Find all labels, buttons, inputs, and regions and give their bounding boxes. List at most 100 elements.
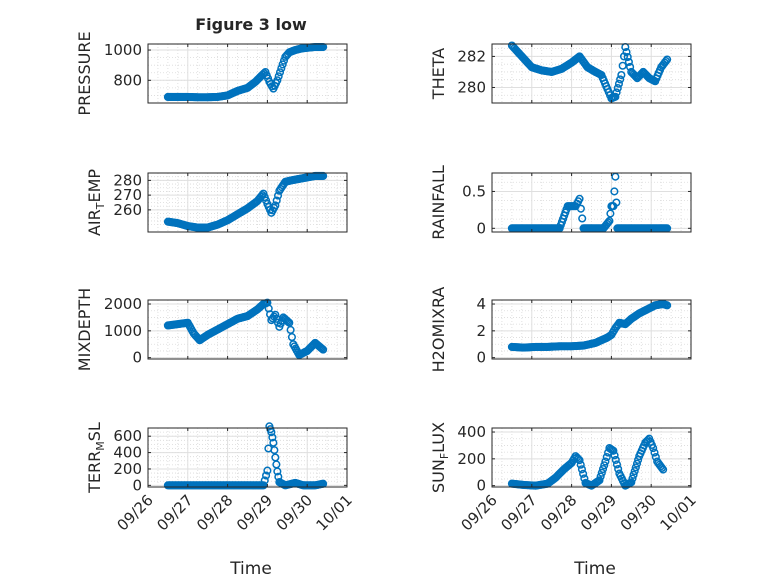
- data-series: [507, 299, 672, 352]
- data-point: [576, 204, 585, 213]
- data-point: [630, 467, 639, 476]
- data-point: [272, 196, 281, 205]
- data-point: [596, 472, 605, 481]
- y-axis-label: MIXDEPTH: [75, 288, 94, 371]
- y-axis-label: AIRTEMP: [85, 169, 107, 236]
- data-point: [613, 84, 622, 93]
- data-point: [597, 468, 606, 477]
- data-point: [575, 456, 584, 465]
- data-point: [663, 301, 672, 310]
- data-point: [578, 214, 587, 223]
- y-axis-label: THETA: [429, 48, 448, 100]
- subplot-rainfall: 0 0.5 RAINFALL: [429, 165, 692, 240]
- y-tick-label: 0: [132, 349, 142, 367]
- axes-background: [492, 428, 691, 487]
- data-point: [275, 68, 285, 77]
- y-tick-label: 280: [457, 78, 486, 96]
- data-point: [277, 64, 286, 73]
- y-tick-label: 2: [476, 322, 486, 340]
- y-tick-label: 0.5: [462, 182, 486, 200]
- data-point: [598, 464, 608, 474]
- data-point: [649, 444, 658, 453]
- data-series: [163, 298, 328, 360]
- data-point: [287, 333, 296, 342]
- data-point: [268, 433, 277, 442]
- y-tick-label: 0: [476, 219, 486, 237]
- data-point: [269, 438, 278, 447]
- data-point: [612, 198, 621, 207]
- data-point: [627, 478, 636, 487]
- y-axis-label: TERRMSL: [85, 422, 107, 494]
- data-series: [507, 41, 672, 103]
- data-point: [577, 465, 587, 474]
- y-tick-label: 1000: [104, 41, 142, 59]
- data-point: [605, 216, 614, 225]
- y-tick-label: 260: [113, 201, 142, 219]
- y-axis-label: H2OMIXRA: [429, 287, 448, 373]
- data-point: [319, 345, 328, 354]
- y-tick-label: 0: [476, 477, 486, 495]
- data-point: [617, 71, 626, 80]
- data-point: [579, 469, 588, 478]
- data-point: [624, 57, 633, 67]
- y-axis-label: SUNFLUX: [429, 422, 451, 493]
- axes-background: [148, 428, 347, 487]
- data-point: [600, 461, 609, 470]
- y-tick-label: 282: [457, 47, 486, 65]
- data-point: [650, 448, 659, 457]
- figure-title: Figure 3 low: [195, 15, 307, 34]
- axes-background: [148, 300, 347, 359]
- data-point: [606, 209, 615, 218]
- y-tick-label: 270: [113, 186, 142, 204]
- axes-box: [491, 299, 692, 360]
- axes-box: [491, 172, 692, 233]
- data-point: [271, 201, 280, 210]
- y-tick-label: 0: [476, 349, 486, 367]
- x-axis-label-right: Time: [573, 559, 616, 579]
- data-point: [623, 52, 632, 62]
- data-point: [612, 460, 622, 469]
- data-point: [629, 470, 638, 479]
- subplot-h2omixra: 0 2 4 H2OMIXRA: [429, 287, 692, 373]
- data-point: [273, 76, 282, 85]
- data-point: [576, 460, 585, 469]
- data-point: [271, 310, 280, 319]
- data-point: [610, 187, 619, 196]
- data-point: [284, 317, 293, 326]
- data-point: [631, 463, 640, 472]
- y-tick-label: 4: [476, 295, 486, 313]
- axes-box: [491, 43, 692, 104]
- y-tick-label: 0: [132, 476, 142, 494]
- data-point: [259, 481, 268, 490]
- data-point: [285, 318, 294, 327]
- y-axis-label: PRESSURE: [75, 31, 94, 115]
- data-point: [659, 465, 668, 474]
- data-point: [632, 459, 642, 468]
- data-point: [270, 446, 279, 455]
- data-point: [611, 92, 620, 101]
- data-point: [274, 72, 283, 81]
- data-point: [612, 88, 621, 97]
- axes-box: [147, 43, 348, 104]
- y-tick-label: 400: [457, 423, 486, 441]
- y-axis-label: RAINFALL: [429, 165, 448, 240]
- subplot-theta: 280 282 THETA: [429, 41, 692, 104]
- data-point: [262, 471, 271, 480]
- data-point: [601, 457, 610, 466]
- y-tick-label: 280: [113, 171, 142, 189]
- data-series: [163, 42, 328, 102]
- data-point: [663, 55, 672, 64]
- data-point: [614, 79, 624, 88]
- data-point: [602, 453, 611, 462]
- axes-box: [147, 427, 348, 488]
- data-point: [316, 343, 325, 352]
- data-point: [618, 61, 627, 70]
- y-tick-label: 2000: [104, 295, 142, 313]
- data-point: [628, 474, 637, 483]
- data-point: [286, 325, 295, 335]
- data-point: [604, 218, 613, 227]
- data-point: [260, 476, 269, 485]
- data-point: [614, 464, 623, 474]
- x-axis-label-left: Time: [229, 559, 272, 579]
